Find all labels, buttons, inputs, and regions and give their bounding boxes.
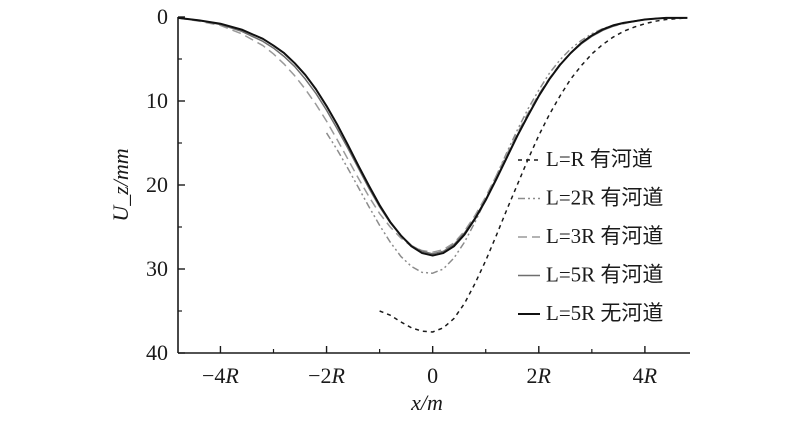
x-tick-label: −2R [308, 363, 345, 388]
legend-label-3: L=3R 有河道 [546, 224, 663, 248]
x-axis-title: x/m [410, 390, 443, 415]
x-tick-label: 2R [527, 363, 552, 388]
legend-label-1: L=R 有河道 [546, 147, 653, 171]
y-tick-label: 0 [157, 4, 168, 29]
axes: 0 10 20 30 40 −4R −2R 0 2R 4R [146, 4, 690, 388]
series-line-3 [177, 17, 688, 253]
y-tick-label: 30 [146, 256, 168, 281]
y-tick-label: 40 [146, 340, 168, 365]
x-tick-label: −4R [202, 363, 239, 388]
series-line-2 [325, 17, 688, 274]
x-tick-label: 0 [427, 363, 438, 388]
legend-label-2: L=2R 有河道 [546, 186, 663, 210]
series-line-5 [177, 16, 688, 257]
legend-label-4: L=5R 有河道 [546, 263, 663, 287]
series-line-4 [177, 17, 688, 255]
series-layer [177, 16, 688, 333]
y-axis-title: U_z/mm [108, 148, 133, 221]
x-tick-label: 4R [633, 363, 658, 388]
series-line-1 [379, 17, 688, 333]
legend: L=R 有河道 L=2R 有河道 L=3R 有河道 L=5R 有河道 L=5R 无河道 [518, 147, 663, 325]
y-tick-label: 20 [146, 172, 168, 197]
y-tick-label: 10 [146, 88, 168, 113]
legend-label-5: L=5R 无河道 [546, 301, 663, 325]
